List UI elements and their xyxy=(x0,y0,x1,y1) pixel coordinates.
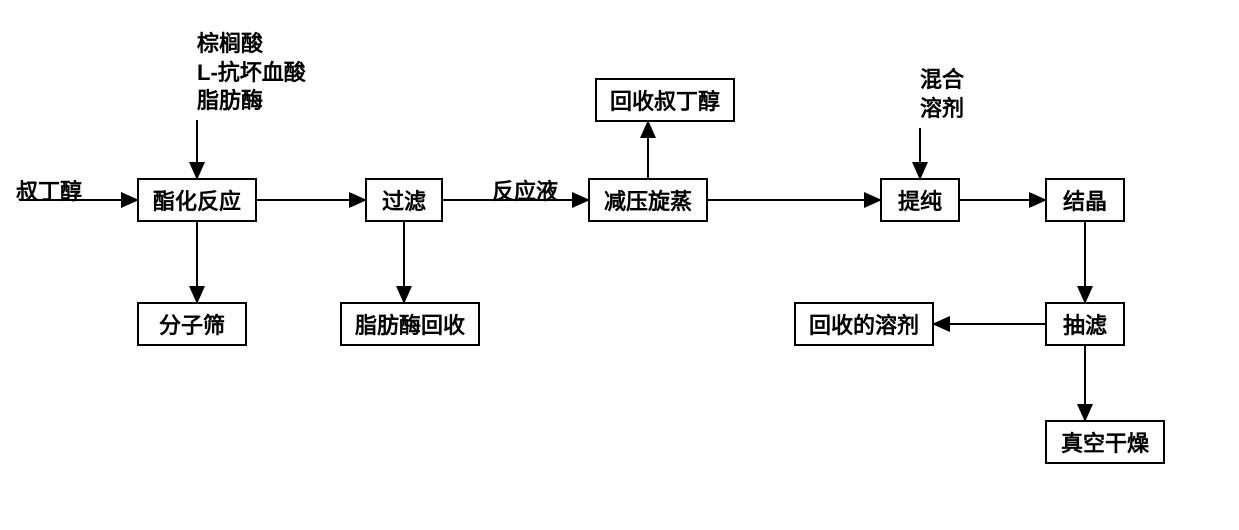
node-lipase-recovery: 脂肪酶回收 xyxy=(340,302,480,346)
node-suction-filter: 抽滤 xyxy=(1045,302,1125,346)
node-filter: 过滤 xyxy=(365,178,443,222)
input-left-label: 叔丁醇 xyxy=(16,178,96,208)
node-esterification: 酯化反应 xyxy=(137,178,257,222)
node-purify: 提纯 xyxy=(880,178,960,222)
node-vacuum-dry: 真空干燥 xyxy=(1045,420,1165,464)
node-molecular-sieve: 分子筛 xyxy=(137,302,247,346)
node-crystallize: 结晶 xyxy=(1045,178,1125,222)
input-top2-label: 混合 溶剂 xyxy=(920,66,980,126)
input-top1-label: 棕榈酸 L-抗坏血酸 脂肪酶 xyxy=(197,30,337,120)
node-rotary-evap: 减压旋蒸 xyxy=(588,178,708,222)
node-recover-tba: 回收叔丁醇 xyxy=(595,78,735,122)
node-recovered-solvent: 回收的溶剂 xyxy=(794,302,934,346)
edge-label-1: 反应液 xyxy=(492,178,572,208)
